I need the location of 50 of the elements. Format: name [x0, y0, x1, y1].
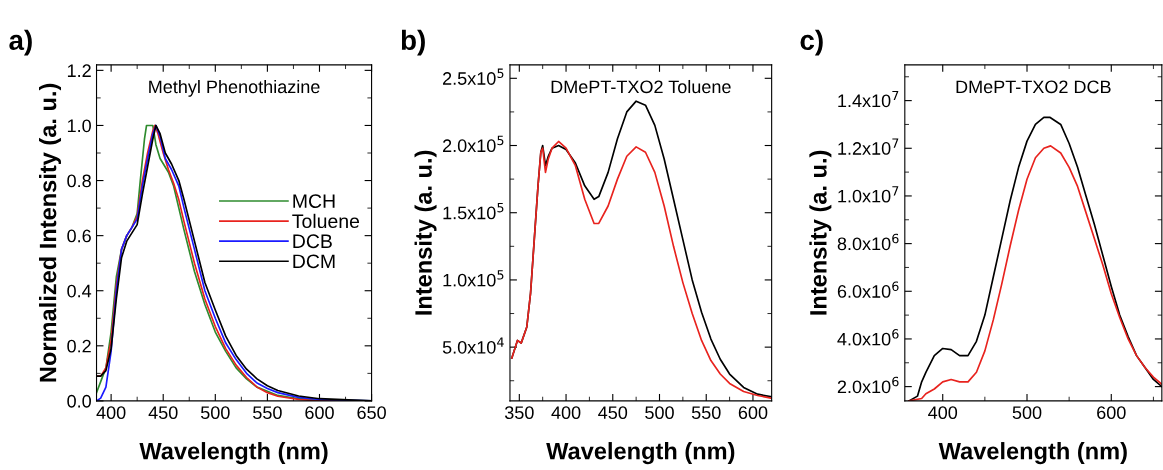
y-tick-label: 1.0x10$^{5}$: [443, 270, 504, 287]
annotation: DMePT-TXO2 DCB: [956, 80, 1111, 94]
x-tick-label: 500: [1012, 406, 1042, 420]
legend-label: DCB: [293, 234, 332, 249]
y-tick-label: 1.2: [67, 64, 91, 77]
y-tick-label: 0.8: [67, 174, 91, 188]
x-axis-title: Wavelength (nm): [139, 442, 328, 465]
x-tick-label: 550: [691, 406, 721, 420]
y-tick-label: 1.0x10$^{7}$: [838, 186, 899, 203]
x-tick-label: 600: [738, 406, 768, 420]
x-tick-label: 600: [305, 406, 334, 420]
x-tick-label: 550: [253, 406, 282, 420]
y-tick-label: 0.6: [67, 229, 91, 243]
y-tick-label: 2.0x10$^{6}$: [837, 376, 899, 394]
x-tick-label: 650: [357, 406, 386, 420]
chart-title: c): [800, 29, 823, 56]
y-axis-title: Intensity (a. u.): [414, 150, 437, 315]
y-tick-label: 5.0x10$^{4}$: [442, 337, 504, 354]
y-tick-label: 1.4x10$^{7}$: [838, 90, 899, 108]
y-axis-title: Normalized Intensity (a. u.): [39, 83, 62, 382]
annotation: Methyl Phenothiazine: [149, 79, 320, 97]
y-tick-label: 2.0x10$^{5}$: [443, 135, 504, 153]
x-tick-label: 500: [645, 406, 674, 420]
y-tick-label: 8.0x10$^{6}$: [837, 233, 899, 251]
y-tick-label: 0.4: [67, 284, 92, 298]
chart-title: b): [401, 29, 425, 56]
x-tick-label: 450: [148, 406, 178, 420]
annotation: DMePT-TXO2 Toluene: [551, 79, 731, 94]
x-tick-label: 600: [1097, 406, 1126, 420]
x-tick-label: 400: [928, 406, 958, 420]
y-tick-label: 0.0: [67, 394, 91, 408]
x-axis-title: Wavelength (nm): [938, 442, 1127, 465]
legend-label: MCH: [293, 194, 335, 208]
x-tick-label: 500: [200, 406, 230, 420]
legend-label: Toluene: [292, 213, 360, 229]
legend-label: DCM: [293, 254, 335, 269]
chart-title: a): [9, 29, 32, 56]
y-tick-label: 6.0x10$^{6}$: [837, 281, 899, 298]
x-tick-label: 400: [96, 406, 126, 420]
x-tick-label: 400: [551, 406, 581, 420]
y-tick-label: 1.0: [67, 119, 91, 133]
y-axis-title: Intensity (a. u.): [809, 150, 832, 315]
x-tick-label: 350: [504, 406, 534, 420]
y-tick-label: 2.5x10$^{5}$: [443, 68, 504, 85]
y-tick-label: 1.2x10$^{7}$: [838, 138, 899, 155]
x-tick-label: 450: [598, 406, 628, 420]
y-tick-label: 4.0x10$^{6}$: [837, 329, 899, 346]
y-tick-label: 0.2: [67, 339, 91, 353]
y-tick-label: 1.5x10$^{5}$: [443, 203, 504, 220]
x-axis-title: Wavelength (nm): [546, 442, 735, 465]
